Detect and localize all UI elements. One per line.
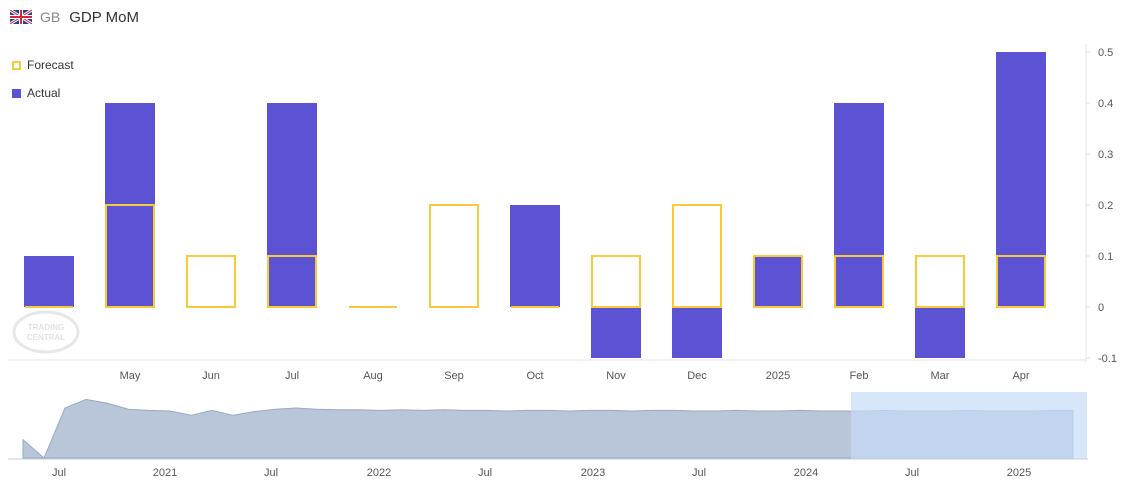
y-tick-label: 0.5	[1098, 47, 1113, 59]
x-tick-label: Dec	[687, 370, 707, 382]
forecast-bar[interactable]	[672, 204, 722, 308]
actual-bar[interactable]	[753, 256, 803, 307]
y-tick-label: 0.3	[1098, 149, 1113, 161]
actual-bar[interactable]	[834, 103, 884, 307]
actual-bar[interactable]	[672, 307, 722, 358]
navigator-tick-label: 2022	[367, 467, 391, 479]
x-tick-label: Mar	[931, 370, 950, 382]
forecast-bar[interactable]	[186, 255, 236, 308]
actual-bar[interactable]	[996, 52, 1046, 307]
navigator-tick-label: 2025	[1007, 467, 1031, 479]
x-tick-label: 2025	[766, 370, 790, 382]
actual-swatch-icon	[12, 88, 21, 98]
navigator-tick-label: 2021	[153, 467, 177, 479]
legend-item-forecast[interactable]: Forecast	[12, 58, 74, 72]
y-tick-label: 0.4	[1098, 98, 1113, 110]
actual-bar[interactable]	[24, 256, 74, 307]
navigator-tick-label: 2023	[581, 467, 605, 479]
forecast-bar[interactable]	[753, 255, 803, 308]
bar-chart: TRADING CENTRAL 0.5 0.4 0.3 0.2 0.1 0 -0.1 May…	[8, 44, 1117, 382]
navigator-tick-label: Jul	[692, 467, 706, 479]
navigator-tick-label: Jul	[478, 467, 492, 479]
x-tick-label: Nov	[606, 370, 626, 382]
x-tick-label: Oct	[526, 370, 543, 382]
x-tick-label: Jul	[285, 370, 299, 382]
navigator-tick-label: Jul	[905, 467, 919, 479]
navigator-tick-label: Jul	[264, 467, 278, 479]
actual-bar[interactable]	[915, 307, 965, 358]
x-tick-label: Sep	[444, 370, 464, 382]
navigator-tick-label: Jul	[52, 467, 66, 479]
y-tick-label: 0.1	[1098, 251, 1113, 263]
trading-central-logo: TRADING CENTRAL	[12, 310, 80, 354]
chart-title: GDP MoM	[69, 8, 139, 26]
forecast-bar[interactable]	[996, 255, 1046, 308]
legend-item-actual[interactable]: Actual	[12, 86, 74, 100]
forecast-bar[interactable]	[105, 204, 155, 308]
x-tick-label: Apr	[1012, 370, 1029, 382]
uk-flag-icon	[10, 10, 32, 24]
x-tick-label: Feb	[850, 370, 869, 382]
forecast-bar[interactable]	[834, 255, 884, 308]
forecast-bar[interactable]	[429, 204, 479, 308]
country-code: GB	[40, 9, 61, 25]
forecast-bar[interactable]	[591, 255, 641, 308]
forecast-swatch-icon	[12, 60, 21, 70]
navigator-tick-label: 2024	[794, 467, 818, 479]
legend-label-forecast: Forecast	[27, 58, 74, 72]
navigator[interactable]: Jul 2021 Jul 2022 Jul 2023 Jul 2024 Jul 2025	[0, 391, 1123, 481]
y-tick-label: -0.1	[1098, 353, 1117, 365]
y-tick-label: 0	[1098, 302, 1104, 314]
forecast-bar[interactable]	[267, 255, 317, 308]
actual-bar[interactable]	[510, 205, 560, 307]
legend-label-actual: Actual	[27, 86, 61, 100]
x-tick-label: Aug	[363, 370, 383, 382]
actual-bar[interactable]	[267, 103, 317, 307]
chart-header: GB GDP MoM	[10, 6, 139, 28]
legend: Forecast Actual	[12, 58, 74, 114]
svg-text:CENTRAL: CENTRAL	[27, 333, 65, 342]
x-tick-label: May	[120, 370, 141, 382]
navigator-selection[interactable]	[851, 392, 1087, 459]
svg-text:TRADING: TRADING	[28, 323, 64, 332]
actual-bar[interactable]	[591, 307, 641, 358]
y-tick-label: 0.2	[1098, 200, 1113, 212]
x-tick-label: Jun	[202, 370, 220, 382]
forecast-bar[interactable]	[915, 255, 965, 308]
